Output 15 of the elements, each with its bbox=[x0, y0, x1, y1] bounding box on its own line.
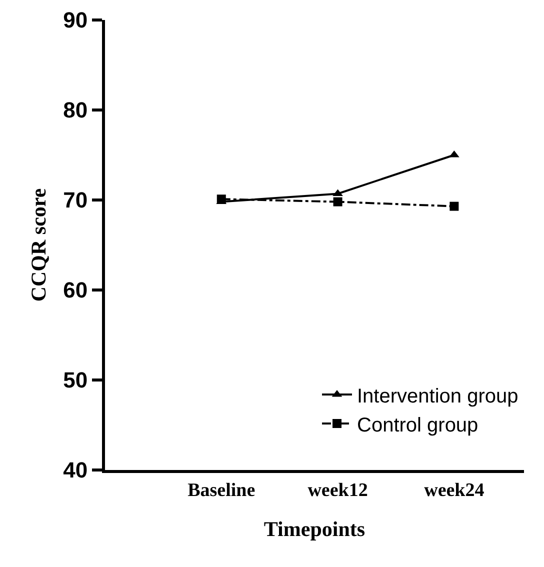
x-tick-label: week12 bbox=[308, 480, 368, 501]
y-tick-label: 40 bbox=[63, 458, 88, 483]
y-tick-label: 90 bbox=[63, 8, 88, 33]
y-tick-label: 80 bbox=[63, 98, 88, 123]
point bbox=[333, 197, 342, 206]
x-tick-label: week24 bbox=[424, 480, 485, 501]
point bbox=[450, 202, 459, 211]
y-axis-title: CCQR score bbox=[26, 188, 50, 302]
legend-label: Control group bbox=[357, 414, 478, 436]
x-axis-title: Timepoints bbox=[264, 517, 366, 541]
y-tick-label: 60 bbox=[63, 278, 88, 303]
y-tick-label: 50 bbox=[63, 368, 88, 393]
legend-label: Intervention group bbox=[357, 385, 518, 408]
x-tick-label: Baseline bbox=[188, 480, 256, 501]
y-tick-label: 70 bbox=[63, 188, 88, 213]
